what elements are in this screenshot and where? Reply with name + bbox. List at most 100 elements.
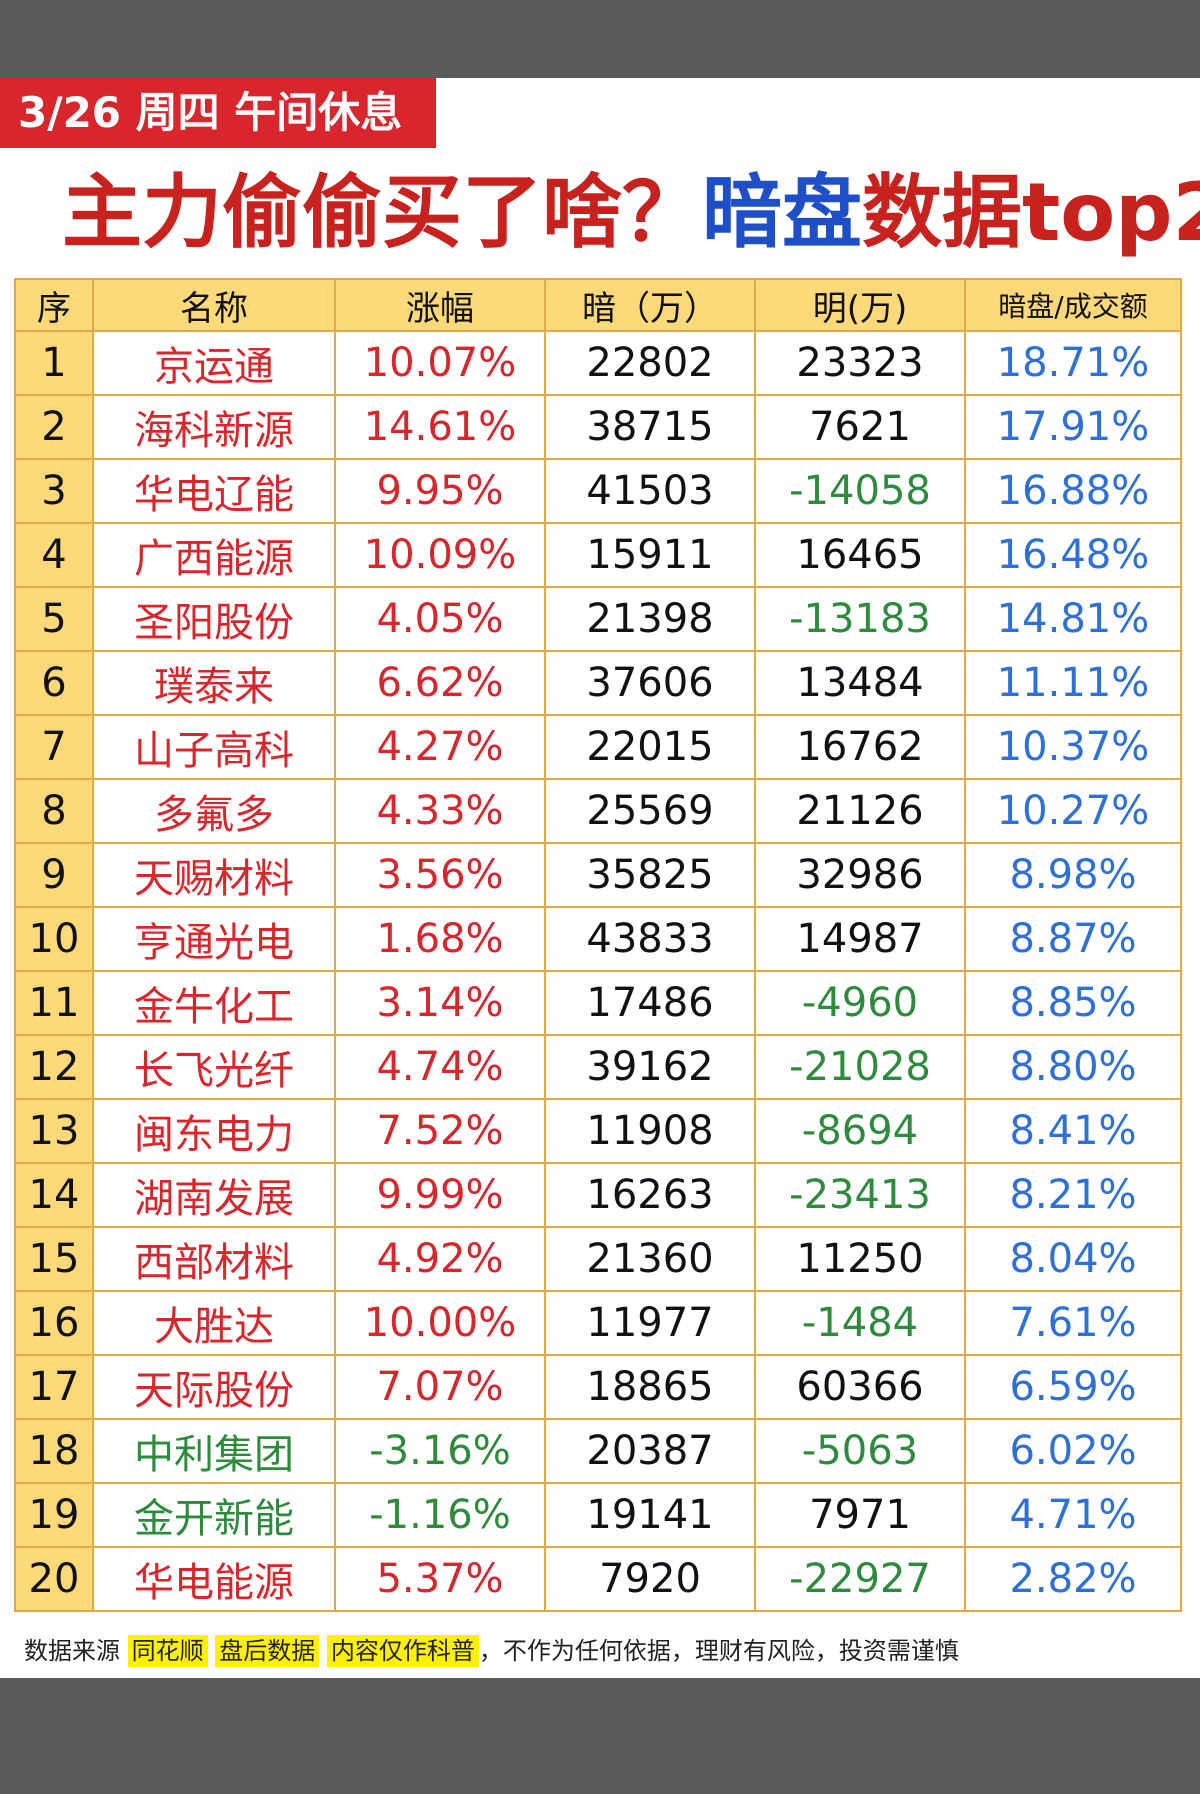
price-change: 9.95% <box>334 458 546 524</box>
stock-name: 多氟多 <box>92 778 336 844</box>
dark-pool-amount: 17486 <box>544 970 756 1036</box>
column-header-index: 序 <box>14 278 94 332</box>
row-index: 17 <box>14 1354 94 1420</box>
row-index: 16 <box>14 1290 94 1356</box>
data-table: 序 名称 涨幅 暗（万） 明(万) 暗盘/成交额 1 京运通 10.07% 22802… <box>14 278 1182 1612</box>
dark-pool-amount: 20387 <box>544 1418 756 1484</box>
dark-pool-amount: 25569 <box>544 778 756 844</box>
page-title: 主力偷偷买了啥？暗盘数据top20 <box>62 153 1200 273</box>
dark-pool-amount: 37606 <box>544 650 756 716</box>
dark-pool-ratio: 2.82% <box>964 1546 1182 1612</box>
dark-pool-ratio: 11.11% <box>964 650 1182 716</box>
row-index: 3 <box>14 458 94 524</box>
table-row: 11 金牛化工 3.14% 17486 -4960 8.85% <box>14 970 1182 1036</box>
price-change: 1.68% <box>334 906 546 972</box>
dark-pool-ratio: 8.41% <box>964 1098 1182 1164</box>
dark-pool-ratio: 4.71% <box>964 1482 1182 1548</box>
top-bar <box>0 0 1200 78</box>
footer-after-hours: 盘后数据 <box>215 1635 320 1667</box>
table-row: 2 海科新源 14.61% 38715 7621 17.91% <box>14 394 1182 460</box>
lit-amount: -23413 <box>754 1162 966 1228</box>
column-header-name: 名称 <box>92 278 336 332</box>
lit-amount: 7621 <box>754 394 966 460</box>
row-index: 18 <box>14 1418 94 1484</box>
table-row: 9 天赐材料 3.56% 35825 32986 8.98% <box>14 842 1182 908</box>
row-index: 15 <box>14 1226 94 1292</box>
dark-pool-ratio: 16.88% <box>964 458 1182 524</box>
lit-amount: 60366 <box>754 1354 966 1420</box>
stock-name: 海科新源 <box>92 394 336 460</box>
table-row: 3 华电辽能 9.95% 41503 -14058 16.88% <box>14 458 1182 524</box>
stock-name: 璞泰来 <box>92 650 336 716</box>
dark-pool-ratio: 8.87% <box>964 906 1182 972</box>
price-change: -1.16% <box>334 1482 546 1548</box>
stock-name: 广西能源 <box>92 522 336 588</box>
lit-amount: -14058 <box>754 458 966 524</box>
price-change: 4.92% <box>334 1226 546 1292</box>
dark-pool-amount: 22802 <box>544 330 756 396</box>
row-index: 20 <box>14 1546 94 1612</box>
lit-amount: 16762 <box>754 714 966 780</box>
dark-pool-amount: 38715 <box>544 394 756 460</box>
price-change: -3.16% <box>334 1418 546 1484</box>
dark-pool-amount: 16263 <box>544 1162 756 1228</box>
stock-name: 大胜达 <box>92 1290 336 1356</box>
table-row: 5 圣阳股份 4.05% 21398 -13183 14.81% <box>14 586 1182 652</box>
row-index: 6 <box>14 650 94 716</box>
dark-pool-ratio: 18.71% <box>964 330 1182 396</box>
dark-pool-amount: 43833 <box>544 906 756 972</box>
stock-name: 华电能源 <box>92 1546 336 1612</box>
price-change: 4.74% <box>334 1034 546 1100</box>
row-index: 13 <box>14 1098 94 1164</box>
table-row: 18 中利集团 -3.16% 20387 -5063 6.02% <box>14 1418 1182 1484</box>
table-row: 4 广西能源 10.09% 15911 16465 16.48% <box>14 522 1182 588</box>
dark-pool-amount: 15911 <box>544 522 756 588</box>
price-change: 10.09% <box>334 522 546 588</box>
row-index: 1 <box>14 330 94 396</box>
price-change: 4.27% <box>334 714 546 780</box>
dark-pool-amount: 22015 <box>544 714 756 780</box>
row-index: 14 <box>14 1162 94 1228</box>
dark-pool-ratio: 16.48% <box>964 522 1182 588</box>
stock-name: 京运通 <box>92 330 336 396</box>
stock-name: 天际股份 <box>92 1354 336 1420</box>
table-row: 13 闽东电力 7.52% 11908 -8694 8.41% <box>14 1098 1182 1164</box>
row-index: 10 <box>14 906 94 972</box>
dark-pool-ratio: 7.61% <box>964 1290 1182 1356</box>
table-row: 20 华电能源 5.37% 7920 -22927 2.82% <box>14 1546 1182 1612</box>
lit-amount: -4960 <box>754 970 966 1036</box>
dark-pool-amount: 21360 <box>544 1226 756 1292</box>
table-row: 7 山子高科 4.27% 22015 16762 10.37% <box>14 714 1182 780</box>
table-header-row: 序 名称 涨幅 暗（万） 明(万) 暗盘/成交额 <box>14 278 1182 332</box>
title-part-1: 主力偷偷买了啥？ <box>62 166 702 259</box>
price-change: 3.14% <box>334 970 546 1036</box>
price-change: 10.00% <box>334 1290 546 1356</box>
lit-amount: 11250 <box>754 1226 966 1292</box>
table-row: 1 京运通 10.07% 22802 23323 18.71% <box>14 330 1182 396</box>
row-index: 4 <box>14 522 94 588</box>
lit-amount: 16465 <box>754 522 966 588</box>
stock-name: 长飞光纤 <box>92 1034 336 1100</box>
row-index: 19 <box>14 1482 94 1548</box>
dark-pool-ratio: 6.02% <box>964 1418 1182 1484</box>
price-change: 7.52% <box>334 1098 546 1164</box>
table-body: 1 京运通 10.07% 22802 23323 18.71% 2 海科新源 14.61% 387… <box>14 330 1182 1612</box>
dark-pool-ratio: 6.59% <box>964 1354 1182 1420</box>
price-change: 10.07% <box>334 330 546 396</box>
lit-amount: 23323 <box>754 330 966 396</box>
lit-amount: -5063 <box>754 1418 966 1484</box>
lit-amount: -21028 <box>754 1034 966 1100</box>
bottom-bar <box>0 1678 1200 1794</box>
price-change: 7.07% <box>334 1354 546 1420</box>
stock-name: 金牛化工 <box>92 970 336 1036</box>
stock-name: 山子高科 <box>92 714 336 780</box>
lit-amount: -1484 <box>754 1290 966 1356</box>
dark-pool-ratio: 10.37% <box>964 714 1182 780</box>
dark-pool-ratio: 14.81% <box>964 586 1182 652</box>
lit-amount: -22927 <box>754 1546 966 1612</box>
column-header-dark: 暗（万） <box>544 278 756 332</box>
footer-prefix: 数据来源 <box>24 1637 120 1665</box>
lit-amount: 7971 <box>754 1482 966 1548</box>
table-row: 17 天际股份 7.07% 18865 60366 6.59% <box>14 1354 1182 1420</box>
price-change: 4.33% <box>334 778 546 844</box>
